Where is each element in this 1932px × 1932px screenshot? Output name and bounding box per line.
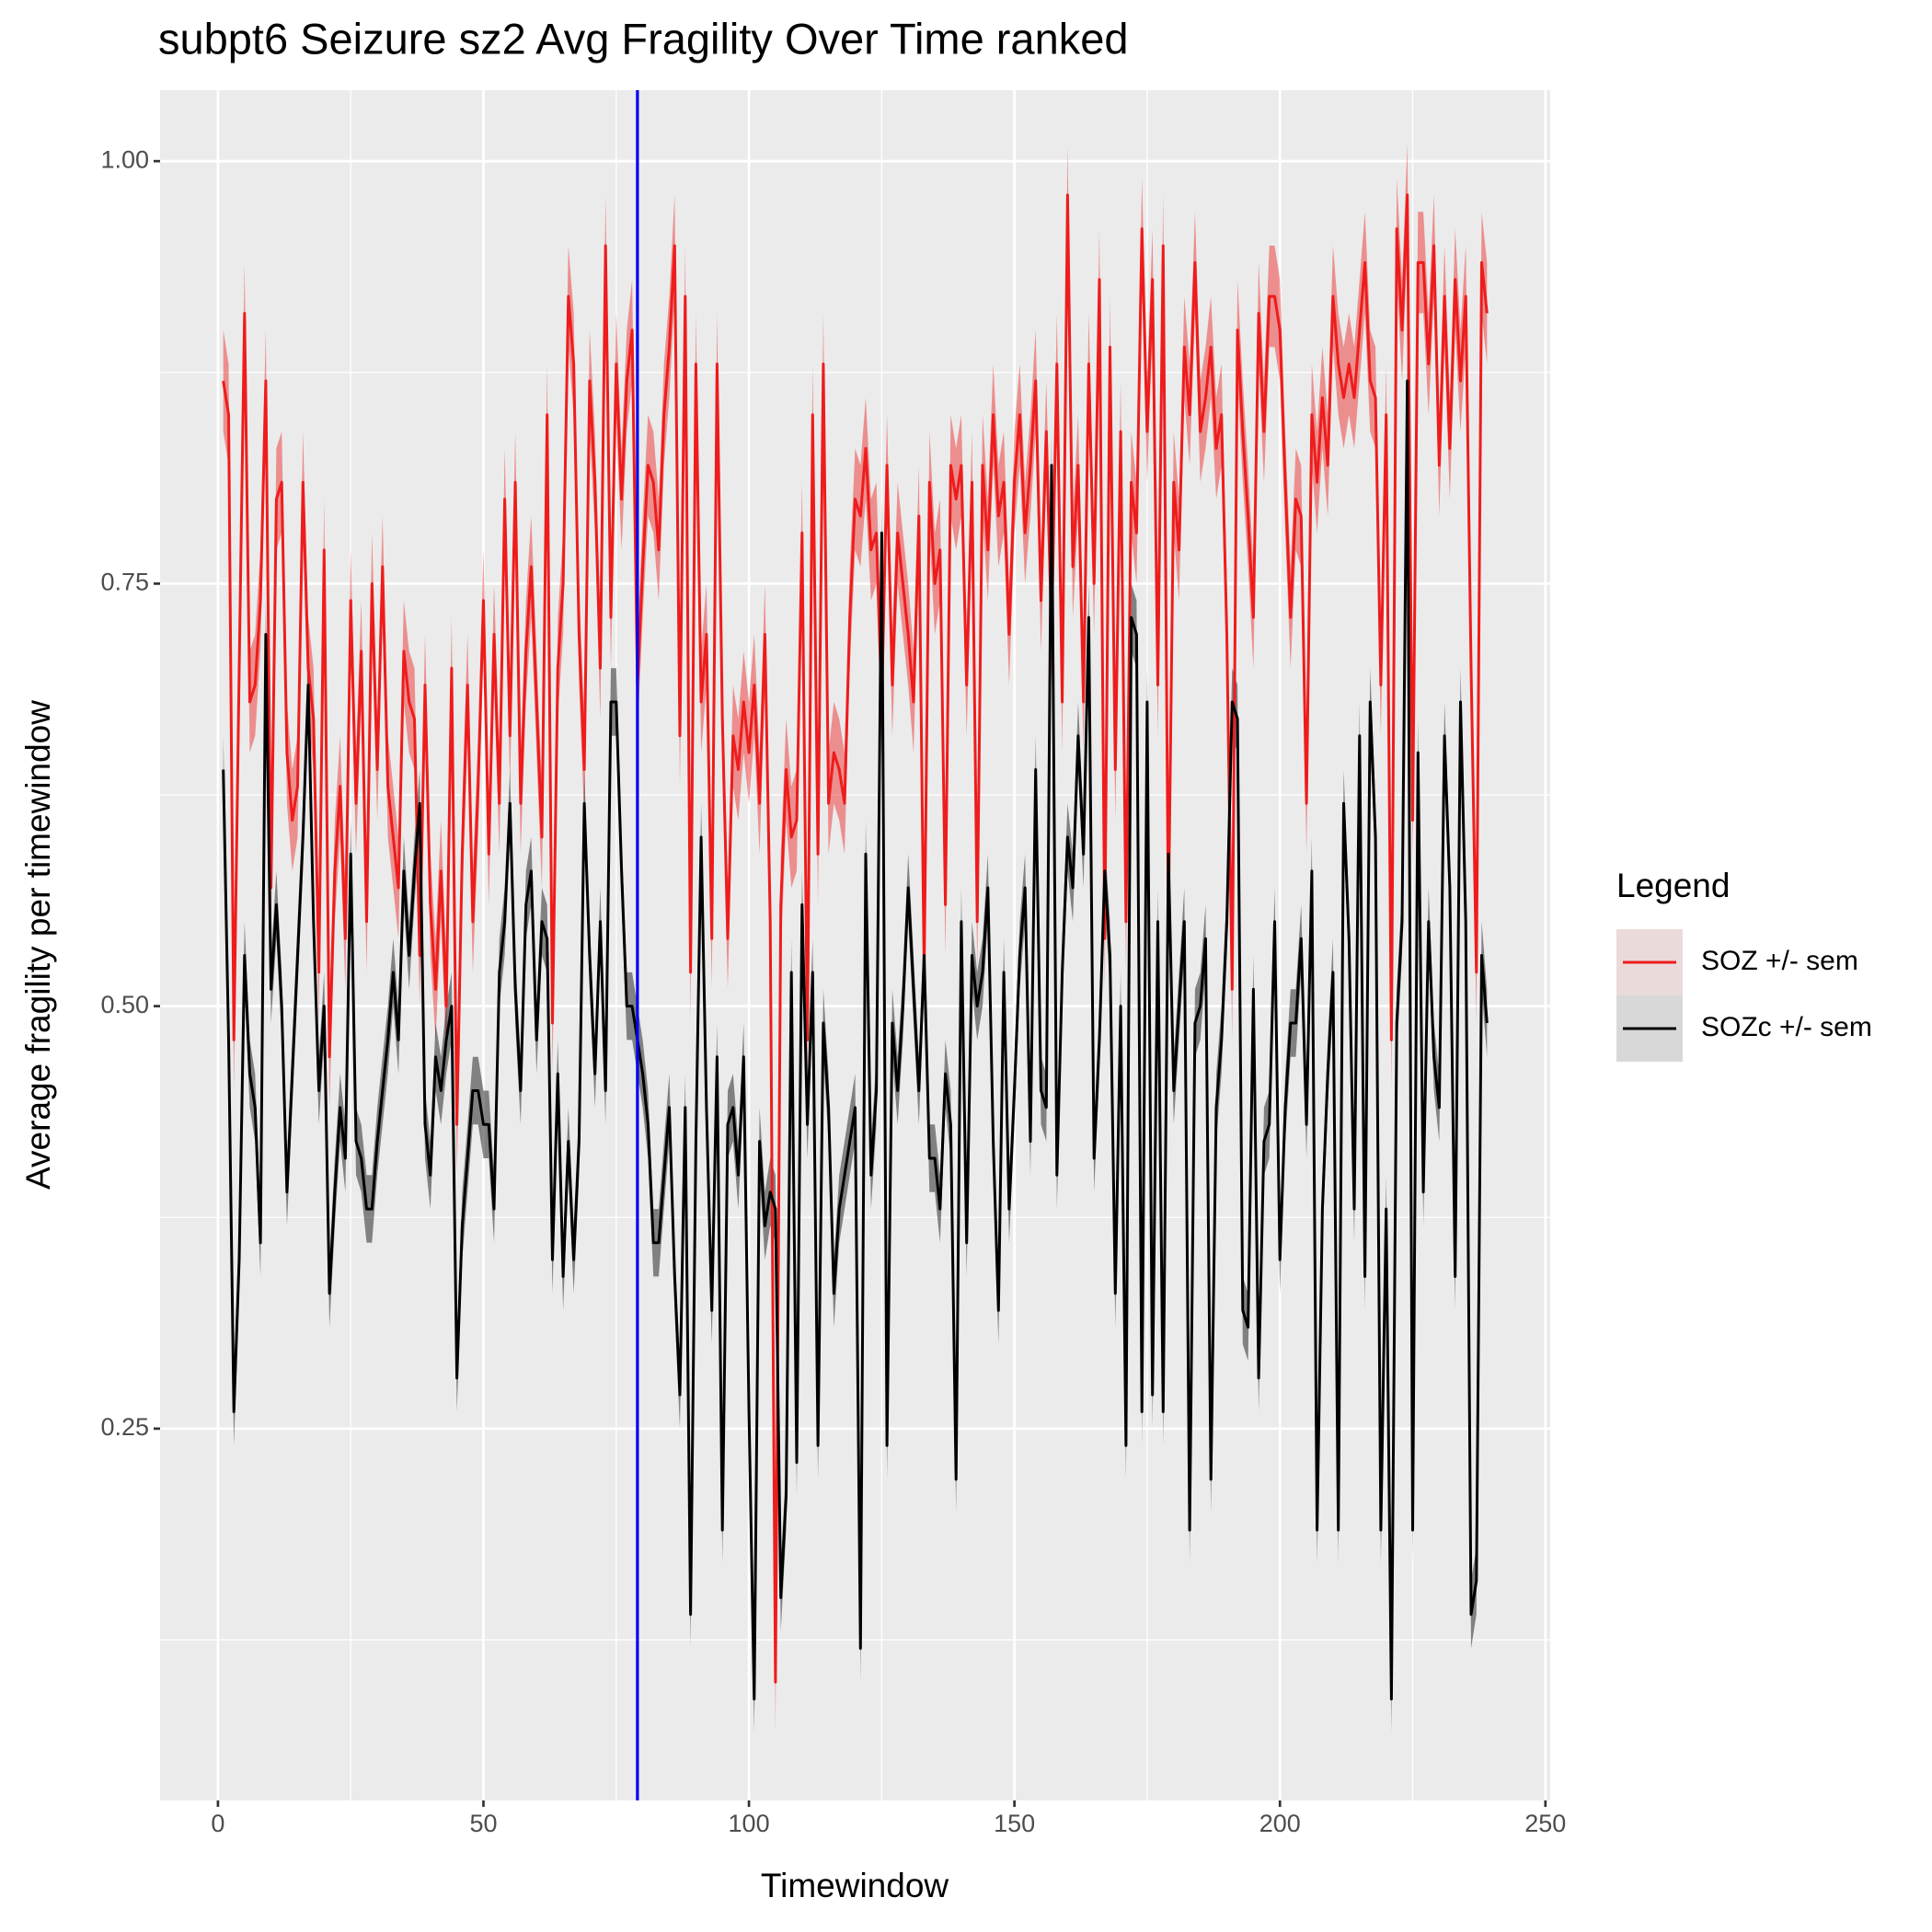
x-tick-label: 250 [1524, 1810, 1566, 1837]
chart-title: subpt6 Seizure sz2 Avg Fragility Over Ti… [158, 14, 1129, 63]
legend-title: Legend [1616, 867, 1730, 904]
x-tick-label: 100 [729, 1810, 770, 1837]
y-tick-label: 0.25 [100, 1413, 149, 1441]
plot-layer: 0 50 100 150 200 250 0.25 0.50 0.75 1.00 [100, 90, 1566, 1837]
legend-label: SOZc +/- sem [1701, 1012, 1872, 1042]
y-tick-label: 0.50 [100, 991, 149, 1018]
x-tick-label: 150 [994, 1810, 1035, 1837]
x-tick-label: 200 [1259, 1810, 1301, 1837]
x-axis-title: Timewindow [761, 1867, 949, 1904]
x-tick-label: 0 [211, 1810, 224, 1837]
y-tick-label: 0.75 [100, 569, 149, 596]
x-tick-label: 50 [469, 1810, 497, 1837]
y-axis-title: Average fragility per timewindow [19, 700, 57, 1190]
series-line [222, 379, 1489, 1701]
legend-label: SOZ +/- sem [1701, 946, 1858, 976]
series-line [222, 193, 1489, 1684]
y-tick-label: 1.00 [100, 145, 149, 173]
